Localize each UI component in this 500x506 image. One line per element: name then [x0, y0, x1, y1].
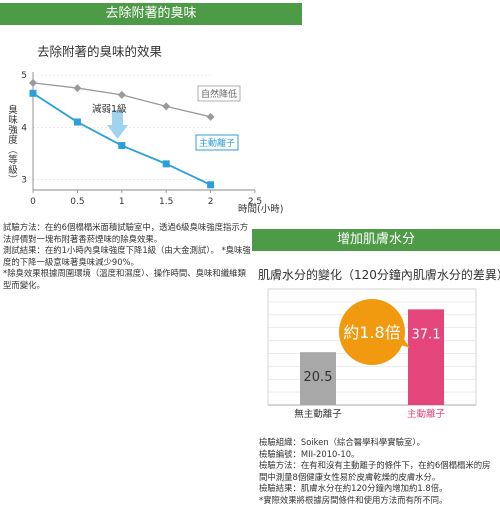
bar	[408, 309, 444, 405]
bar-value-label: 20.5	[304, 370, 333, 385]
test-note-method-skin: 檢驗方法：在有和沒有主動離子的條件下，在約6個榻榻米的房間中測量8個健康女性易於…	[259, 460, 497, 483]
bar-value-label: 37.1	[412, 327, 441, 342]
bar-category-label: 主動離子	[407, 408, 446, 420]
test-note-number: 檢驗編號：MII-2010-10。	[259, 449, 497, 461]
test-note-organization: 檢驗組織：Soiken（綜合醫學科學實驗室）。	[259, 437, 497, 449]
test-note-result-skin: 檢驗結果：肌膚水分在約120分鐘內增加約1.8倍。	[259, 483, 497, 495]
bar-chart-categories: 無主動離子 主動離子	[294, 408, 445, 420]
ratio-callout-text: 約1.8倍	[343, 323, 400, 342]
test-notes-skin: 檢驗組織：Soiken（綜合醫學科學實驗室）。 檢驗編號：MII-2010-10…	[259, 437, 497, 506]
test-note-disclaimer-skin: *實際效果將根據房間條件和使用方法而有所不同。	[259, 495, 497, 506]
bar-category-label: 無主動離子	[294, 408, 342, 420]
